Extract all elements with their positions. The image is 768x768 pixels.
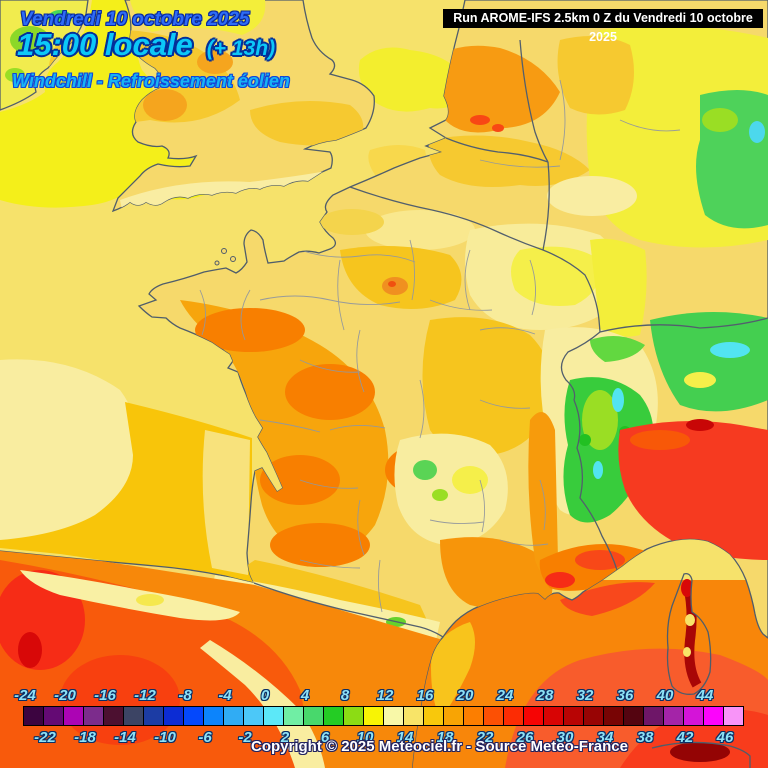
colorbar-cell [663,706,684,726]
colorbar-label: -8 [178,687,192,704]
colorbar-label: 18 [436,729,454,746]
colorbar-label: 8 [340,687,350,704]
colorbar-label: -16 [94,687,116,704]
colorbar-cell [223,706,244,726]
colorbar-cell [263,706,284,726]
colorbar-label: 14 [396,729,414,746]
parameter-title: Windchill - Refroissement éolien [12,71,290,91]
colorbar-cell [283,706,304,726]
colorbar-cell [243,706,264,726]
colorbar-cell [703,706,724,726]
colorbar-label: 44 [696,687,714,704]
colorbar-label: 40 [656,687,674,704]
colorbar-label: 0 [260,687,270,704]
colorbar-label: -6 [198,729,212,746]
colorbar-label: -20 [54,687,76,704]
colorbar-cell [723,706,744,726]
colorbar-label: -12 [134,687,156,704]
colorbar-cell [683,706,704,726]
colorbar-cell [23,706,44,726]
colorbar-cell [103,706,124,726]
colorbar-cell [503,706,524,726]
colorbar-cell [623,706,644,726]
colorbar-label: -10 [154,729,176,746]
colorbar-cell [583,706,604,726]
colorbar-label: 36 [616,687,634,704]
colorbar-cell [363,706,384,726]
colorbar-label: 46 [716,729,734,746]
colorbar-cell [523,706,544,726]
colorbar-label: 28 [536,687,554,704]
colorbar-cell [43,706,64,726]
colorbar-cell [83,706,104,726]
model-run-info: Run AROME-IFS 2.5km 0 Z du Vendredi 10 o… [443,9,763,44]
colorbar-label: 24 [496,687,514,704]
colorbar-label: 4 [300,687,310,704]
colorbar-label: 12 [376,687,394,704]
colorbar-label: 26 [516,729,534,746]
forecast-offset: (+ 13h) [206,37,276,60]
colorbar-label: -14 [114,729,136,746]
colorbar-label: 20 [456,687,474,704]
colorbar-cell [463,706,484,726]
colorbar-cell [643,706,664,726]
colorbar-label: 6 [320,729,330,746]
colorbar-cell [203,706,224,726]
colorbar-cell [443,706,464,726]
colorbar-cell [143,706,164,726]
colorbar-cell [483,706,504,726]
colorbar-label: 32 [576,687,594,704]
colorbar-label: -18 [74,729,96,746]
colorbar-cell [343,706,364,726]
local-time: 15:00 locale [17,27,193,62]
copyright-text: Copyright © 2025 Meteociel.fr - Source M… [251,738,628,755]
colorbar-label: 2 [280,729,290,746]
colorbar-label: -4 [218,687,232,704]
colorbar-label: 42 [676,729,694,746]
colorbar-cell [383,706,404,726]
colorbar-label: 16 [416,687,434,704]
colorbar-cell [163,706,184,726]
colorbar-label: 22 [476,729,494,746]
date-title: Vendredi 10 octobre 2025 [20,9,250,30]
colorbar-cell [63,706,84,726]
colorbar-cell [123,706,144,726]
colorbar-label: 34 [596,729,614,746]
colorbar-cells [23,706,744,726]
colorbar-label: -2 [238,729,252,746]
colorbar-label: 10 [356,729,374,746]
colorbar-label: -22 [34,729,56,746]
colorbar-label: -24 [14,687,36,704]
colorbar-label: 30 [556,729,574,746]
colorbar-cell [403,706,424,726]
colorbar-cell [423,706,444,726]
time-title: 15:00 locale (+ 13h) [17,27,275,63]
colorbar-cell [303,706,324,726]
colorbar-cell [563,706,584,726]
colorbar-cell [543,706,564,726]
colorbar-cell [323,706,344,726]
colorbar-cell [603,706,624,726]
colorbar-label: 38 [636,729,654,746]
colorbar-cell [183,706,204,726]
